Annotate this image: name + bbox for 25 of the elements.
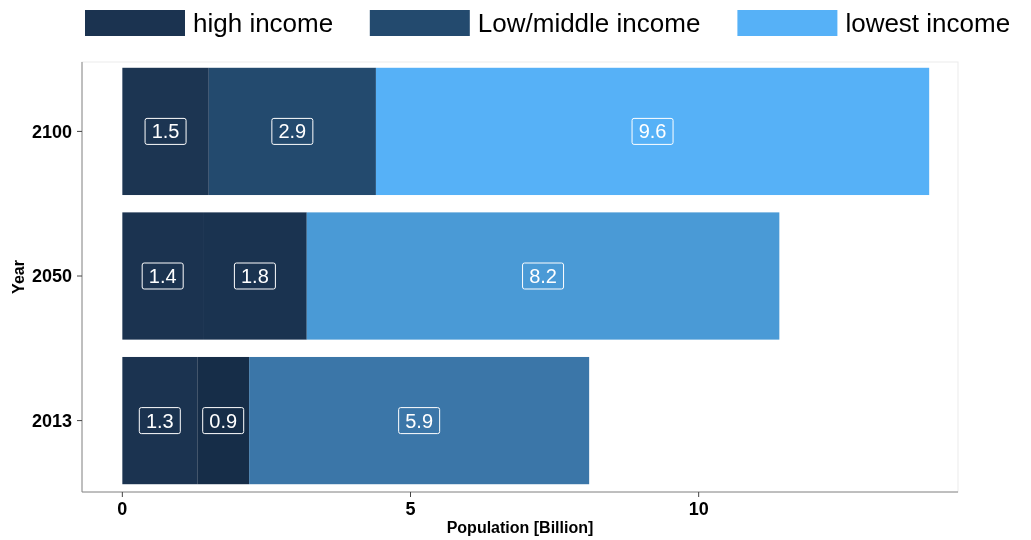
data-label: 0.9 bbox=[209, 409, 238, 432]
x-tick-label: 0 bbox=[117, 499, 128, 519]
bar bbox=[306, 212, 780, 340]
data-label: 8.2 bbox=[529, 265, 557, 287]
data-label: 1.8 bbox=[240, 265, 269, 287]
legend-label: Low/middle income bbox=[477, 8, 701, 39]
bar bbox=[122, 67, 209, 196]
data-label: 2.9 bbox=[278, 120, 307, 143]
y-tick-label: 2100 bbox=[31, 121, 72, 142]
data-label: 1.3 bbox=[145, 409, 174, 432]
x-axis-title: Population [Billion] bbox=[446, 519, 594, 536]
legend-label: lowest income bbox=[845, 8, 1011, 39]
bar bbox=[249, 356, 590, 485]
y-axis-title: Year bbox=[10, 260, 27, 294]
data-label: 9.6 bbox=[638, 120, 667, 143]
x-tick-label: 5 bbox=[405, 499, 416, 519]
y-tick-label: 2013 bbox=[31, 410, 72, 431]
data-label: 5.9 bbox=[405, 409, 434, 432]
bar bbox=[208, 67, 376, 196]
bar bbox=[375, 67, 930, 196]
data-label: 1.4 bbox=[148, 265, 177, 287]
x-tick-label: 10 bbox=[688, 499, 709, 519]
data-label: 1.5 bbox=[151, 120, 180, 143]
legend-label: high income bbox=[193, 8, 334, 39]
y-tick-label: 2050 bbox=[31, 266, 72, 287]
